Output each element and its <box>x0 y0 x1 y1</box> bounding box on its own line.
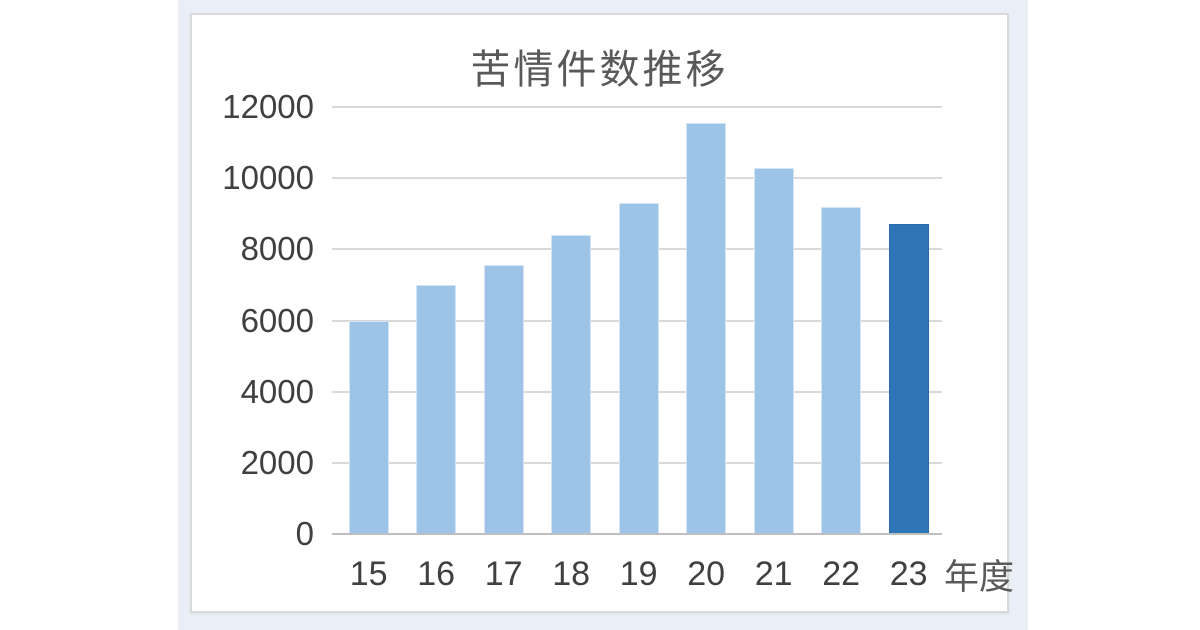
y-tick-label: 6000 <box>240 301 314 339</box>
x-axis-unit-label: 年度 <box>944 558 1015 597</box>
y-tick-label: 4000 <box>240 372 314 410</box>
x-axis: 15 16 17 18 19 20 21 22 23 <box>332 555 942 599</box>
x-tick-label: 17 <box>484 555 523 593</box>
y-tick-label: 10000 <box>222 159 314 197</box>
bar-22 <box>821 206 862 534</box>
x-tick-label: 20 <box>687 555 726 593</box>
x-tick-label: 19 <box>619 555 658 593</box>
gridline <box>332 106 942 108</box>
y-tick-label: 0 <box>295 515 314 552</box>
bar-21 <box>753 167 794 534</box>
y-tick-label: 2000 <box>240 443 314 481</box>
x-axis-line <box>332 533 942 535</box>
bar-23 <box>888 224 929 534</box>
y-tick-label: 8000 <box>240 230 314 268</box>
plot-area <box>332 106 942 535</box>
chart-title: 苦情件数推移 <box>470 48 729 92</box>
x-tick-label: 22 <box>822 555 861 593</box>
chart-container: 苦情件数推移 12000 10000 8000 6000 4000 2000 0 15 16 1… <box>190 13 1014 613</box>
bar-18 <box>551 235 592 534</box>
bar-20 <box>686 123 727 534</box>
x-tick-label: 21 <box>754 555 793 593</box>
x-tick-label: 15 <box>349 555 388 593</box>
chart-card: 苦情件数推移 12000 10000 8000 6000 4000 2000 0 15 16 1… <box>178 0 1028 630</box>
gridline <box>332 177 942 180</box>
bar-19 <box>618 203 659 534</box>
y-tick-label: 12000 <box>222 88 314 125</box>
bar-15 <box>348 320 389 534</box>
x-tick-label: 23 <box>889 555 928 593</box>
x-tick-label: 18 <box>552 555 591 593</box>
bar-16 <box>416 284 457 534</box>
y-axis: 12000 10000 8000 6000 4000 2000 0 <box>192 90 314 551</box>
x-tick-label: 16 <box>417 555 456 593</box>
bar-17 <box>483 265 524 534</box>
